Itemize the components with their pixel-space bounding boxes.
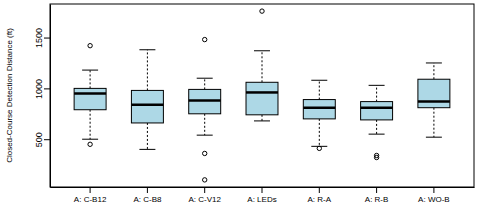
box-group: [74, 43, 106, 146]
x-tick-label: A: R-A: [308, 195, 332, 204]
x-tick: A: R-B: [365, 187, 389, 204]
x-tick-mark: [147, 187, 148, 193]
outlier: [203, 37, 207, 41]
median: [74, 92, 106, 95]
whisker-cap: [426, 62, 442, 63]
whisker-cap: [254, 50, 270, 51]
outlier: [88, 43, 92, 47]
lower-whisker: [147, 123, 148, 149]
x-tick-label: A: C-B12: [74, 195, 107, 204]
x-tick: A: C-B8: [133, 187, 162, 204]
whisker-cap: [197, 135, 213, 136]
box: [246, 82, 278, 115]
upper-whisker: [319, 80, 320, 99]
median: [418, 100, 450, 103]
median: [303, 106, 335, 109]
box-group: [303, 80, 335, 150]
whisker-cap: [82, 139, 98, 140]
y-axis-title: Closed-Course Detection Distance (ft): [5, 28, 14, 163]
y-tick-mark: [44, 38, 50, 39]
box: [131, 90, 163, 123]
x-tick: A: C-B12: [74, 187, 107, 204]
x-tick-mark: [262, 187, 263, 193]
y-axis-line: [50, 5, 51, 188]
median: [189, 99, 221, 102]
x-tick-mark: [376, 187, 377, 193]
box: [418, 79, 450, 107]
box: [303, 100, 335, 119]
whisker-cap: [82, 70, 98, 71]
box-group: [131, 50, 163, 150]
y-tick-label: 1500: [34, 28, 44, 48]
whisker-cap: [369, 85, 385, 86]
lower-whisker: [90, 110, 91, 139]
box: [74, 88, 106, 109]
whisker-cap: [426, 137, 442, 138]
box-group: [418, 63, 450, 137]
y-tick-label: 1000: [34, 79, 44, 99]
y-tick-mark: [44, 139, 50, 140]
whisker-cap: [139, 49, 155, 50]
upper-whisker: [147, 50, 148, 91]
median: [361, 106, 393, 109]
outlier: [374, 155, 378, 159]
upper-whisker: [262, 51, 263, 83]
plot-frame: [50, 4, 474, 187]
outlier: [88, 142, 92, 146]
lower-whisker: [319, 119, 320, 146]
x-tick-mark: [204, 187, 205, 193]
outlier: [317, 146, 321, 150]
y-tick-mark: [44, 88, 50, 89]
outlier: [260, 9, 264, 13]
plot: 500 1000 1500 A: C-B12 A: C-B8 A: C-V12 A: LED…: [34, 4, 475, 204]
x-tick-mark: [319, 187, 320, 193]
median: [131, 103, 163, 106]
outlier: [203, 151, 207, 155]
whisker-cap: [254, 120, 270, 121]
x-tick: A: WO-B: [418, 187, 450, 204]
box-group: [246, 9, 278, 121]
box-group: [189, 37, 221, 182]
y-tick: 1500: [34, 28, 50, 48]
lower-whisker: [376, 120, 377, 134]
upper-whisker: [90, 70, 91, 88]
outlier: [203, 178, 207, 182]
whisker-cap: [311, 80, 327, 81]
x-tick-mark: [433, 187, 434, 193]
y-tick: 1000: [34, 79, 50, 99]
y-tick: 500: [34, 132, 50, 147]
y-tick-label: 500: [34, 132, 44, 147]
x-tick-mark: [90, 187, 91, 193]
x-tick: A: R-A: [308, 187, 332, 204]
x-tick-label: A: R-B: [365, 195, 389, 204]
x-tick-label: A: C-V12: [188, 195, 221, 204]
upper-whisker: [433, 63, 434, 79]
whisker-cap: [369, 134, 385, 135]
upper-whisker: [204, 78, 205, 89]
upper-whisker: [376, 85, 377, 101]
median: [246, 91, 278, 94]
lower-whisker: [204, 114, 205, 135]
x-tick: A: LEDs: [247, 187, 276, 204]
x-axis: A: C-B12 A: C-B8 A: C-V12 A: LEDs A: R-A A: R…: [51, 187, 475, 204]
box-group: [361, 85, 393, 159]
x-tick-label: A: WO-B: [418, 195, 450, 204]
x-tick-label: A: LEDs: [247, 195, 276, 204]
lower-whisker: [433, 108, 434, 137]
box: [361, 102, 393, 120]
lower-whisker: [262, 115, 263, 121]
y-axis: 500 1000 1500: [34, 5, 51, 188]
x-tick: A: C-V12: [188, 187, 221, 204]
whisker-cap: [139, 149, 155, 150]
chart: 500 1000 1500 A: C-B12 A: C-B8 A: C-V12 A: LED…: [0, 0, 480, 209]
x-tick-label: A: C-B8: [133, 195, 162, 204]
boxes: [74, 9, 450, 182]
box: [189, 89, 221, 113]
whisker-cap: [197, 78, 213, 79]
